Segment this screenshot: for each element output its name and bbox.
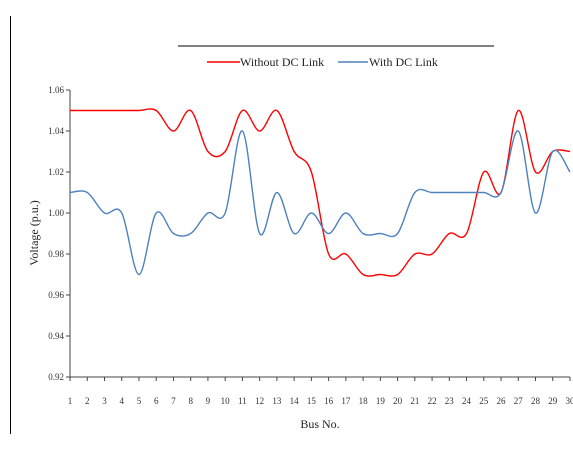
x-tick-label: 10 xyxy=(221,396,231,406)
data-series xyxy=(69,108,571,277)
series-line-without-dc-link xyxy=(70,108,571,277)
x-axis-ticks: 1 2 3 4 5 6 7 8 9 10 11 12 13 14 15 16 17 18 19 20 21 22 23 24 2… xyxy=(68,377,573,406)
x-tick-label: 21 xyxy=(410,396,419,406)
x-tick-label: 9 xyxy=(206,396,211,406)
y-tick-label: 0.98 xyxy=(48,249,64,259)
x-tick-label: 28 xyxy=(531,396,541,406)
x-tick-label: 15 xyxy=(307,396,317,406)
left-border-rule xyxy=(10,16,11,434)
axes xyxy=(69,90,570,378)
x-tick-label: 24 xyxy=(462,396,472,406)
legend-label-with-dc-link: With DC Link xyxy=(369,55,438,69)
x-tick-label: 11 xyxy=(238,396,247,406)
x-tick-label: 2 xyxy=(85,396,90,406)
legend: Without DC Link With DC Link xyxy=(178,45,494,69)
x-tick-label: 29 xyxy=(548,396,558,406)
x-tick-label: 17 xyxy=(341,396,351,406)
x-tick-label: 8 xyxy=(188,396,193,406)
x-tick-label: 30 xyxy=(566,396,573,406)
x-tick-label: 19 xyxy=(376,396,386,406)
x-tick-label: 27 xyxy=(514,396,524,406)
y-tick-label: 1.00 xyxy=(48,208,64,218)
x-tick-label: 1 xyxy=(68,396,73,406)
x-tick-label: 16 xyxy=(324,396,334,406)
x-tick-label: 23 xyxy=(445,396,455,406)
x-tick-label: 12 xyxy=(255,396,264,406)
x-tick-label: 22 xyxy=(428,396,437,406)
x-tick-label: 4 xyxy=(119,396,124,406)
legend-label-without-dc-link: Without DC Link xyxy=(240,55,324,69)
x-tick-label: 5 xyxy=(137,396,142,406)
x-tick-label: 6 xyxy=(154,396,159,406)
x-tick-label: 20 xyxy=(393,396,403,406)
y-tick-label: 0.94 xyxy=(48,331,64,341)
y-tick-label: 0.96 xyxy=(48,290,64,300)
y-axis-ticks: 0.92 0.94 0.96 0.98 1.00 1.02 1.04 1.06 xyxy=(48,85,70,382)
x-tick-label: 18 xyxy=(359,396,369,406)
x-tick-label: 14 xyxy=(290,396,300,406)
x-tick-label: 25 xyxy=(479,396,489,406)
x-tick-label: 26 xyxy=(497,396,507,406)
y-tick-label: 0.92 xyxy=(48,372,64,382)
x-tick-label: 3 xyxy=(102,396,107,406)
series-line-with-dc-link xyxy=(69,130,571,276)
y-tick-label: 1.06 xyxy=(48,85,64,95)
x-tick-label: 13 xyxy=(272,396,282,406)
x-tick-label: 7 xyxy=(171,396,176,406)
y-tick-label: 1.04 xyxy=(48,126,64,136)
y-tick-label: 1.02 xyxy=(48,167,64,177)
y-axis-title: Voltage (p.u.) xyxy=(27,200,41,265)
x-axis-title: Bus No. xyxy=(300,417,339,431)
